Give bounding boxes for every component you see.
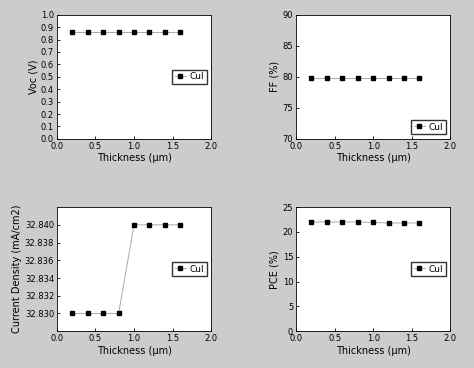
Y-axis label: Voc (V): Voc (V)	[28, 60, 38, 94]
Legend: CuI: CuI	[411, 120, 446, 134]
Legend: CuI: CuI	[172, 70, 207, 84]
X-axis label: Thickness (μm): Thickness (μm)	[97, 153, 172, 163]
Legend: CuI: CuI	[411, 262, 446, 276]
Y-axis label: Current Density (mA/cm2): Current Density (mA/cm2)	[12, 205, 22, 333]
Y-axis label: FF (%): FF (%)	[270, 61, 280, 92]
X-axis label: Thickness (μm): Thickness (μm)	[336, 346, 410, 356]
X-axis label: Thickness (μm): Thickness (μm)	[97, 346, 172, 356]
Legend: CuI: CuI	[172, 262, 207, 276]
X-axis label: Thickness (μm): Thickness (μm)	[336, 153, 410, 163]
Y-axis label: PCE (%): PCE (%)	[270, 250, 280, 289]
